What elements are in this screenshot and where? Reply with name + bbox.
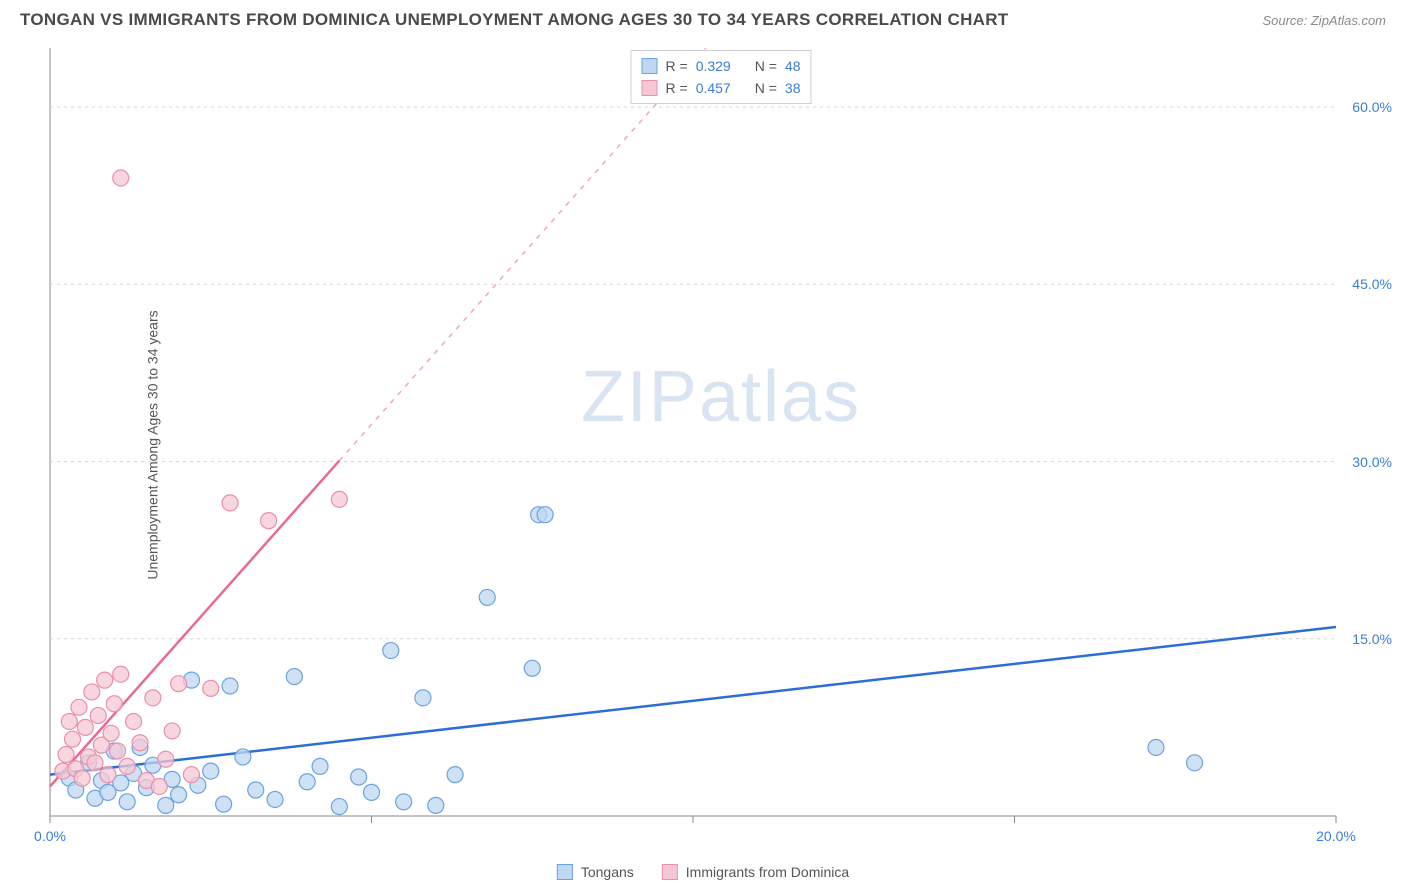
legend-row-dominica: R = 0.457 N = 38: [642, 77, 801, 99]
r-label: R =: [666, 55, 688, 77]
x-tick-label: 20.0%: [1316, 828, 1356, 844]
legend-row-tongans: R = 0.329 N = 48: [642, 55, 801, 77]
y-tick-label: 15.0%: [1352, 631, 1392, 647]
y-tick-label: 30.0%: [1352, 454, 1392, 470]
y-tick-label: 60.0%: [1352, 99, 1392, 115]
x-tick-label: 0.0%: [34, 828, 66, 844]
legend-item-dominica: Immigrants from Dominica: [662, 864, 849, 880]
swatch-icon: [662, 864, 678, 880]
chart-container: Unemployment Among Ages 30 to 34 years R…: [46, 44, 1396, 846]
correlation-legend: R = 0.329 N = 48 R = 0.457 N = 38: [631, 50, 812, 104]
r-value: 0.457: [696, 77, 731, 99]
chart-title: TONGAN VS IMMIGRANTS FROM DOMINICA UNEMP…: [20, 10, 1008, 30]
n-label: N =: [755, 55, 777, 77]
scatter-plot: [46, 44, 1396, 846]
series-legend: Tongans Immigrants from Dominica: [557, 864, 849, 880]
legend-item-tongans: Tongans: [557, 864, 634, 880]
n-value: 48: [785, 55, 801, 77]
swatch-icon: [557, 864, 573, 880]
swatch-icon: [642, 58, 658, 74]
source-citation: Source: ZipAtlas.com: [1262, 13, 1386, 28]
r-label: R =: [666, 77, 688, 99]
r-value: 0.329: [696, 55, 731, 77]
n-value: 38: [785, 77, 801, 99]
legend-label: Tongans: [581, 864, 634, 880]
n-label: N =: [755, 77, 777, 99]
legend-label: Immigrants from Dominica: [686, 864, 849, 880]
y-tick-label: 45.0%: [1352, 276, 1392, 292]
swatch-icon: [642, 80, 658, 96]
